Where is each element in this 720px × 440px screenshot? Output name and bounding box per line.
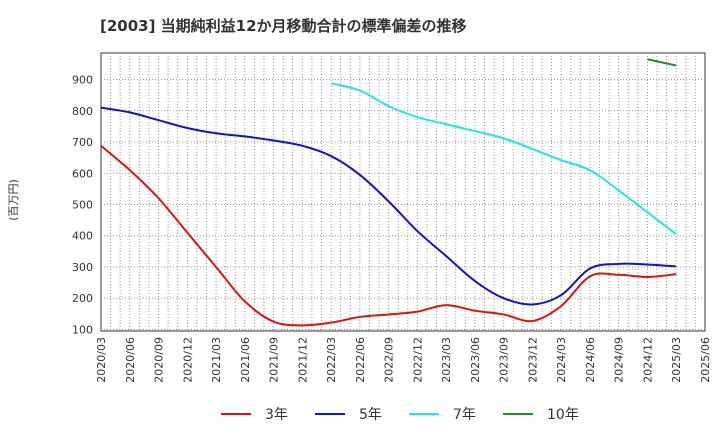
x-tick-label: 2022/03 (325, 337, 338, 383)
x-tick-label: 2024/12 (641, 337, 654, 383)
y-tick-label: 300 (72, 261, 93, 274)
x-tick-label: 2024/09 (613, 337, 626, 383)
x-tick-label: 2023/03 (440, 337, 453, 383)
series-line (330, 82, 677, 235)
y-tick-labels: 100 200 300 400 500 600 700 800 900 (72, 74, 93, 337)
x-tick-label: 2021/06 (239, 337, 252, 383)
legend-label: 7年 (453, 407, 476, 423)
x-tick-label: 2020/06 (124, 337, 137, 383)
legend-label: 3年 (265, 407, 288, 423)
series-line (100, 145, 677, 327)
x-tick-label: 2022/06 (354, 337, 367, 383)
y-tick-label: 100 (72, 323, 93, 336)
x-tick-label: 2024/06 (584, 337, 597, 383)
legend: 3年 5年 7年 10年 (221, 407, 579, 423)
y-tick-label: 600 (72, 167, 93, 180)
y-tick-label: 900 (72, 74, 93, 87)
legend-label: 5年 (359, 407, 382, 423)
y-tick-label: 500 (72, 198, 93, 211)
y-tick-label: 200 (72, 292, 93, 305)
x-tick-label: 2023/06 (469, 337, 482, 383)
y-tick-label: 700 (72, 136, 93, 149)
series-line (647, 58, 677, 67)
grid (101, 53, 705, 331)
y-axis-label: (百万円) (7, 179, 20, 221)
x-tick-label: 2020/03 (95, 337, 108, 383)
series-lines (100, 58, 677, 327)
x-tick-label: 2025/03 (670, 337, 683, 383)
x-tick-label: 2021/12 (296, 337, 309, 383)
x-tick-label: 2022/12 (411, 337, 424, 383)
y-tick-label: 400 (72, 230, 93, 243)
x-tick-labels: 2020/03 2020/06 2020/09 2020/12 2021/03 2021/… (95, 337, 712, 383)
x-tick-label: 2020/09 (153, 337, 166, 383)
x-tick-label: 2021/09 (268, 337, 281, 383)
x-tick-label: 2023/12 (526, 337, 539, 383)
x-tick-label: 2025/06 (699, 337, 712, 383)
chart-title: [2003] 当期純利益12か月移動合計の標準偏差の推移 (100, 17, 467, 35)
x-tick-label: 2022/09 (383, 337, 396, 383)
y-tick-label: 800 (72, 105, 93, 118)
x-tick-label: 2020/12 (181, 337, 194, 383)
series-line (100, 106, 677, 306)
plot-area (100, 52, 706, 332)
x-tick-label: 2021/03 (210, 337, 223, 383)
x-tick-label: 2024/03 (555, 337, 568, 383)
x-tick-label: 2023/09 (498, 337, 511, 383)
legend-label: 10年 (547, 407, 579, 423)
